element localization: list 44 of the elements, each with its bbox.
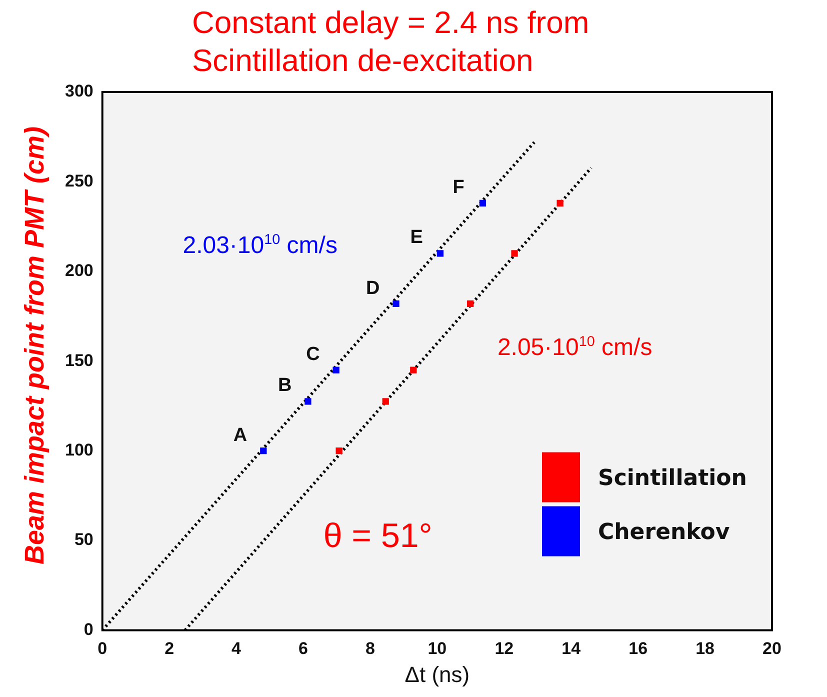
annotation: C <box>306 344 320 366</box>
annotation: A <box>233 424 248 447</box>
x-tick-label: 0 <box>98 639 108 658</box>
y-axis-title: Beam impact point from PMT (cm) <box>20 125 50 567</box>
legend-label: Cherenkov <box>598 520 730 545</box>
y-tick-label: 150 <box>64 350 94 370</box>
x-tick-label: 12 <box>494 639 514 658</box>
point <box>336 447 342 454</box>
annotation: E <box>410 227 423 250</box>
x-axis-title: Δt (ns) <box>404 662 470 687</box>
annotation: D <box>366 278 380 300</box>
x-tick-label: 14 <box>562 639 582 658</box>
annotation: 2.03·10$^{10}$ cm/s <box>182 232 338 260</box>
y-tick-label: 200 <box>64 261 94 280</box>
point <box>436 250 444 257</box>
x-tick-label: 8 <box>365 639 375 658</box>
point <box>467 300 474 308</box>
x-tick-label: 16 <box>628 639 648 658</box>
point <box>260 447 267 454</box>
x-tick-label: 2 <box>164 639 174 658</box>
y-tick-label: 0 <box>84 620 94 639</box>
point <box>410 366 417 374</box>
y-tick-label: 100 <box>64 440 94 460</box>
chart-title: Constant delay = 2.4 ns from Scintillation de-excitation <box>191 4 590 80</box>
point <box>304 398 312 405</box>
y-tick-label: 300 <box>64 82 94 101</box>
point <box>332 366 340 374</box>
annotation: B <box>278 375 292 398</box>
point <box>511 250 518 257</box>
legend-label: Scintillation <box>598 466 747 491</box>
annotation: 2.05·10$^{10}$ cm/s <box>497 334 652 362</box>
y-tick-label: 250 <box>64 171 94 190</box>
x-tick-label: 18 <box>696 639 714 658</box>
point <box>382 398 389 405</box>
x-tick-label: 20 <box>762 639 782 658</box>
point <box>556 200 564 207</box>
annotation: θ = 51° <box>323 517 432 556</box>
point <box>479 200 486 207</box>
annotation: F <box>452 177 464 200</box>
x-tick-label: 6 <box>298 639 308 658</box>
x-tick-label: 4 <box>232 639 242 658</box>
x-tick-label: 10 <box>428 639 447 658</box>
point <box>392 300 400 308</box>
y-tick-label: 50 <box>74 530 94 550</box>
